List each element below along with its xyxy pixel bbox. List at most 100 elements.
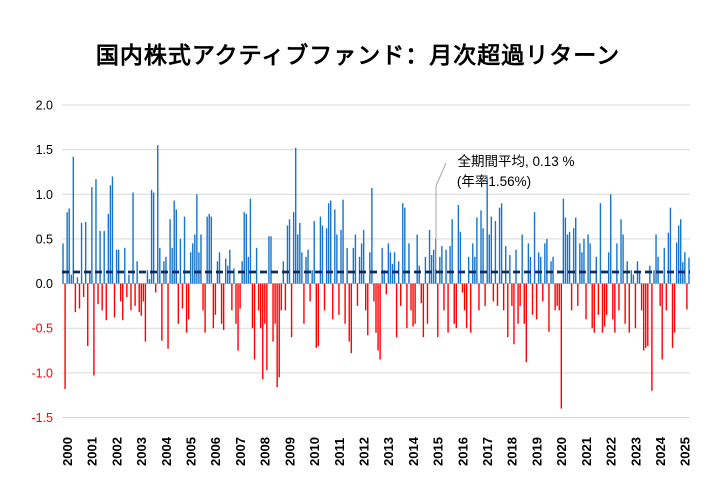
x-tick-label-2020: 2020 — [554, 437, 569, 466]
bar-month-144 — [358, 256, 361, 284]
bar-month-79 — [224, 258, 227, 284]
x-axis-tick-labels: 2000 2001 2002 2003 2004 2005 2006 2007 2008 2009… — [60, 436, 693, 466]
bar-month-259 — [595, 256, 598, 284]
bar-month-28 — [119, 283, 122, 302]
bar-month-231 — [537, 252, 540, 284]
bar-month-8 — [78, 283, 81, 309]
bar-month-210 — [494, 221, 497, 284]
bar-month-59 — [183, 216, 186, 284]
bar-month-22 — [107, 213, 110, 284]
bar-month-125 — [319, 216, 322, 284]
bar-month-234 — [544, 243, 546, 284]
bar-month-264 — [605, 283, 608, 315]
bar-month-9 — [80, 222, 83, 284]
annotation-average-label: 全期間平均, 0.13 % — [457, 153, 574, 169]
x-tick-label-2004: 2004 — [159, 436, 174, 466]
bar-month-286 — [651, 283, 653, 391]
bar-month-243 — [562, 198, 565, 284]
bar-month-88 — [243, 212, 245, 284]
bar-month-7 — [76, 277, 79, 284]
bar-month-86 — [239, 283, 241, 309]
bar-month-30 — [124, 247, 126, 284]
bar-month-83 — [233, 268, 235, 284]
bar-month-287 — [653, 270, 655, 284]
x-tick-label-2017: 2017 — [480, 437, 495, 466]
bar-month-300 — [680, 219, 682, 284]
bar-month-25 — [113, 283, 116, 318]
annotation-leader-line — [435, 162, 447, 269]
bar-month-161 — [393, 252, 396, 284]
bar-month-15 — [93, 283, 95, 376]
bar-month-178 — [428, 230, 431, 284]
bar-month-29 — [122, 283, 124, 321]
bar-month-248 — [572, 228, 575, 284]
bar-month-134 — [338, 283, 340, 315]
bar-month-203 — [480, 210, 482, 284]
bar-month-71 — [208, 213, 210, 284]
bar-month-153 — [377, 283, 379, 351]
bar-month-52 — [169, 219, 171, 284]
bar-month-78 — [222, 283, 225, 330]
bar-month-221 — [517, 283, 519, 324]
bar-month-122 — [313, 221, 315, 284]
bar-month-97 — [262, 283, 264, 380]
bar-month-245 — [566, 234, 569, 284]
bar-month-114 — [297, 234, 299, 284]
x-tick-label-2001: 2001 — [85, 437, 100, 466]
bar-month-214 — [502, 283, 505, 311]
bar-month-238 — [552, 256, 554, 284]
bar-month-68 — [202, 283, 204, 311]
bar-month-266 — [610, 194, 612, 284]
bar-month-137 — [344, 283, 346, 324]
bar-month-62 — [189, 252, 192, 284]
bar-month-57 — [179, 238, 182, 284]
bar-month-43 — [150, 189, 153, 284]
bar-month-240 — [556, 283, 558, 306]
bar-month-263 — [603, 283, 606, 327]
bar-month-285 — [649, 265, 651, 284]
bar-month-159 — [389, 252, 392, 284]
bar-month-101 — [270, 236, 272, 284]
bar-month-146 — [362, 230, 365, 284]
bar-month-48 — [161, 283, 163, 341]
bar-month-54 — [173, 200, 175, 284]
bar-month-12 — [87, 283, 89, 347]
x-tick-label-2005: 2005 — [184, 437, 199, 466]
x-tick-label-2014: 2014 — [406, 436, 421, 466]
bar-month-207 — [488, 234, 490, 284]
bar-month-45 — [154, 283, 157, 293]
bar-month-212 — [498, 207, 501, 284]
bar-month-126 — [321, 225, 324, 284]
bar-month-152 — [375, 283, 377, 333]
bar-month-254 — [585, 283, 587, 320]
bar-month-205 — [484, 283, 486, 306]
bar-month-253 — [583, 238, 585, 284]
bar-month-233 — [542, 283, 544, 302]
bar-month-121 — [311, 270, 313, 284]
bar-month-261 — [599, 203, 602, 284]
bar-month-1 — [64, 283, 66, 389]
bar-month-260 — [597, 283, 600, 315]
bar-month-295 — [669, 207, 672, 284]
bar-month-112 — [292, 212, 295, 284]
bar-month-17 — [97, 283, 99, 305]
bar-month-149 — [369, 252, 371, 284]
bar-month-111 — [290, 283, 293, 338]
bar-month-255 — [587, 234, 589, 284]
bar-month-191 — [455, 283, 457, 329]
bar-month-102 — [272, 283, 274, 342]
bar-month-150 — [371, 188, 373, 284]
x-tick-label-2021: 2021 — [579, 437, 594, 466]
bar-month-70 — [206, 216, 208, 284]
bar-month-229 — [533, 212, 536, 284]
bar-month-100 — [268, 236, 270, 284]
bar-month-225 — [525, 283, 528, 363]
y-tick-label--1.5: -1.5 — [31, 411, 53, 425]
bar-month-105 — [278, 283, 280, 378]
bar-month-168 — [408, 243, 410, 284]
bar-month-113 — [295, 147, 297, 284]
bar-month-118 — [305, 256, 307, 284]
bar-month-219 — [513, 283, 515, 345]
bar-month-273 — [624, 283, 626, 324]
bar-month-69 — [204, 283, 206, 333]
